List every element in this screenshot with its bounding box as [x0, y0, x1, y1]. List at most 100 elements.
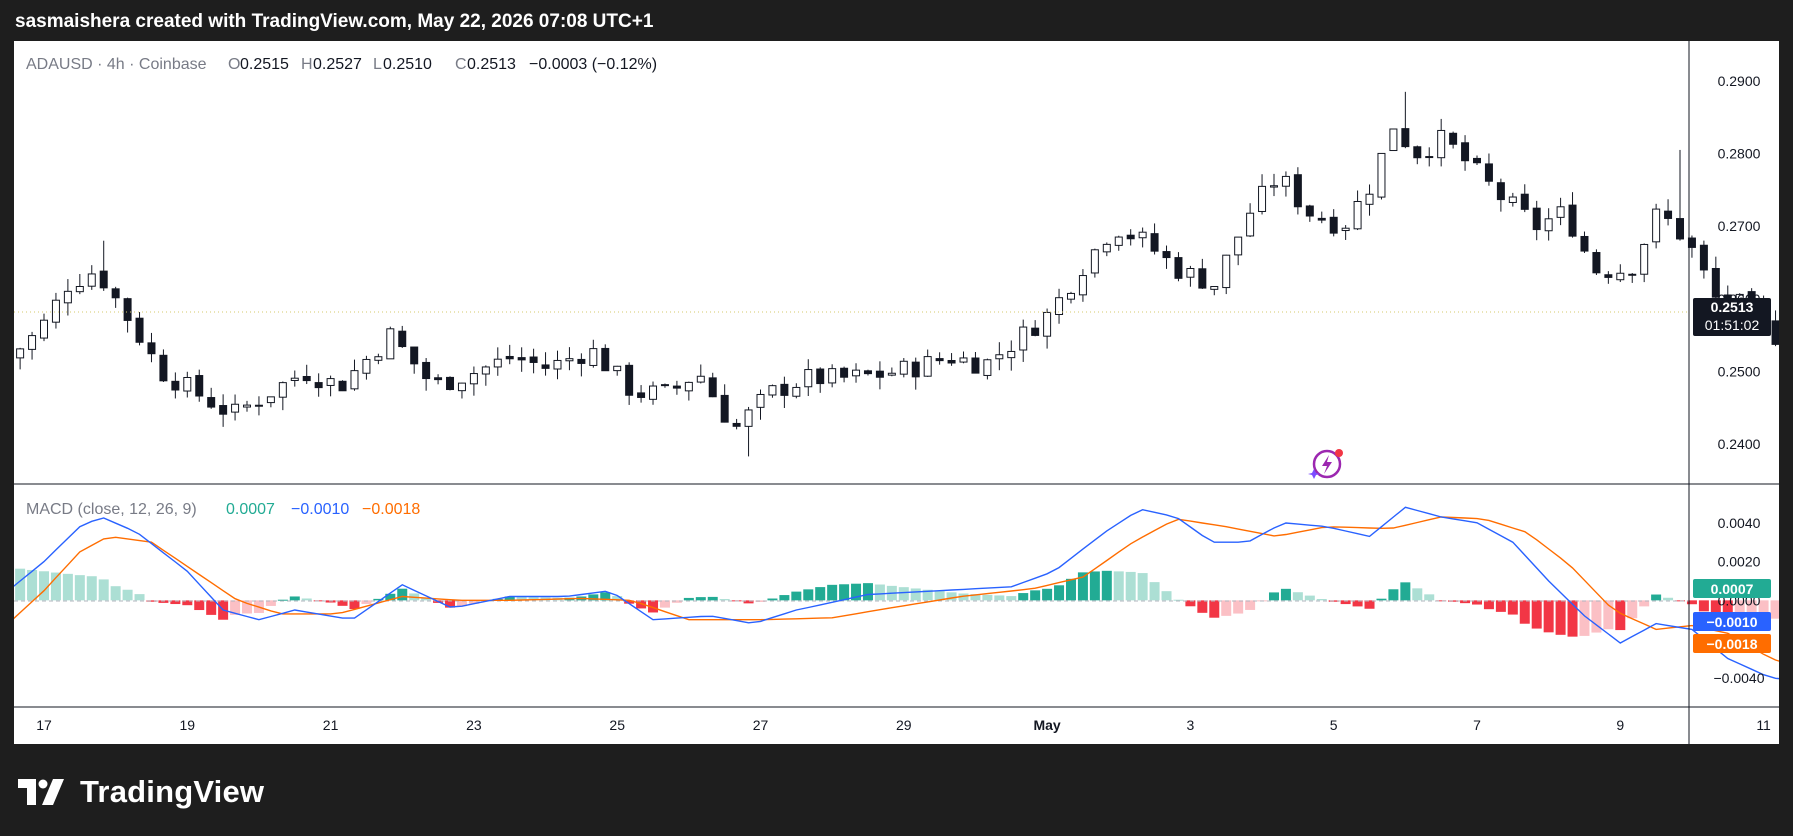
candle-up — [1281, 175, 1290, 187]
candle-down — [1150, 233, 1159, 252]
candle-up — [1269, 185, 1278, 188]
tradingview-logo-icon — [18, 779, 64, 805]
histogram-bar — [922, 589, 933, 601]
histogram-tag: 0.0007 — [1693, 579, 1771, 598]
signal-line-value: −0.0018 — [362, 501, 420, 518]
histogram-bar — [1507, 600, 1518, 615]
histogram-bar — [1663, 597, 1674, 601]
candle-down — [947, 359, 956, 364]
candle-up — [75, 285, 84, 293]
candle-up — [1114, 236, 1123, 246]
time-tick-label: 23 — [466, 717, 482, 733]
time-tick-label: 5 — [1330, 717, 1338, 733]
candle-down — [1496, 182, 1505, 201]
candle-up — [1186, 268, 1195, 278]
time-axis[interactable]: 17192123252729May35791113151719212325272… — [36, 717, 1779, 733]
candle-up — [565, 358, 574, 362]
histogram-bar — [1495, 600, 1506, 612]
candle-up — [87, 273, 96, 287]
histogram-bar — [134, 594, 145, 601]
candle-up — [1234, 236, 1243, 256]
candle-up — [290, 377, 299, 381]
lightning-icon[interactable] — [1308, 449, 1343, 479]
time-tick-label: 21 — [323, 717, 339, 733]
candle-up — [1341, 227, 1350, 232]
candle-up — [1437, 129, 1446, 159]
candle-down — [147, 342, 156, 355]
attribution-bar: sasmaishera created with TradingView.com… — [0, 0, 1793, 44]
histogram-bar — [1161, 591, 1172, 601]
candle-up — [589, 348, 598, 366]
histogram-bar — [1543, 600, 1554, 633]
histogram-bar — [1173, 599, 1184, 601]
histogram-bar — [588, 594, 599, 601]
candle-down — [1305, 205, 1314, 217]
candle-up — [804, 369, 813, 388]
histogram-bar — [265, 600, 276, 606]
price-tick-label: 0.2800 — [1718, 146, 1761, 162]
candle-up — [326, 378, 335, 386]
histogram-bar — [146, 600, 157, 602]
candle-up — [457, 382, 466, 392]
histogram-bar — [695, 597, 706, 601]
time-tick-label: 9 — [1616, 717, 1624, 733]
time-tick-label: May — [1033, 717, 1060, 733]
histogram-bar — [1316, 598, 1327, 601]
histogram-bar — [1268, 592, 1279, 601]
histogram-bar — [1639, 600, 1650, 607]
macd-tick-label: 0.0020 — [1718, 554, 1761, 570]
candle-up — [828, 368, 837, 384]
histogram-bar — [445, 600, 456, 608]
candle-down — [1520, 193, 1529, 210]
high-value: 0.2527 — [313, 56, 362, 73]
macd-tick-label: 0.0040 — [1718, 515, 1761, 531]
time-tick-label: 25 — [609, 717, 625, 733]
histogram-bar — [1567, 600, 1578, 637]
candle-down — [911, 361, 920, 378]
candle-up — [1425, 156, 1434, 159]
candle-up — [28, 335, 37, 350]
macd-legend: MACD (close, 12, 26, 9) 0.0007 −0.0010 −… — [26, 501, 420, 518]
histogram-bar — [242, 600, 253, 614]
candle-down — [1532, 207, 1541, 231]
candle-up — [1365, 193, 1374, 205]
candle-down — [1174, 257, 1183, 279]
histogram-bar — [1627, 600, 1638, 619]
histogram-bar — [1113, 571, 1124, 601]
histogram-bar — [1758, 600, 1769, 621]
histogram-bar — [648, 600, 659, 613]
candle-down — [1449, 132, 1458, 145]
candle-up — [995, 354, 1004, 360]
histogram-bar — [1304, 595, 1315, 601]
candle-up — [63, 290, 72, 304]
candle-up — [1210, 286, 1219, 290]
candle-up — [1055, 297, 1064, 316]
candle-down — [1198, 268, 1207, 289]
histogram-bar — [98, 579, 109, 601]
candle-down — [1687, 237, 1696, 248]
open-value: 0.2515 — [240, 56, 289, 73]
macd-line-value: −0.0010 — [291, 501, 349, 518]
histogram-bar — [994, 595, 1005, 601]
candle-up — [923, 356, 932, 377]
candle-down — [1461, 142, 1470, 162]
candle-down — [505, 355, 514, 360]
histogram-bar — [277, 599, 288, 601]
tradingview-wordmark: TradingView — [80, 774, 265, 809]
candle-down — [971, 357, 980, 374]
histogram-bar — [791, 591, 802, 601]
histogram-bar — [1436, 600, 1447, 602]
signal-tag-value: −0.0018 — [1707, 636, 1758, 652]
candle-up — [350, 370, 359, 390]
tradingview-logo[interactable]: TradingView — [18, 770, 264, 814]
candle-down — [1401, 128, 1410, 148]
histogram-bar — [862, 583, 873, 601]
histogram-bar — [636, 600, 647, 609]
candle-down — [159, 354, 168, 382]
candle-down — [1711, 267, 1720, 298]
candle-down — [1329, 216, 1338, 234]
